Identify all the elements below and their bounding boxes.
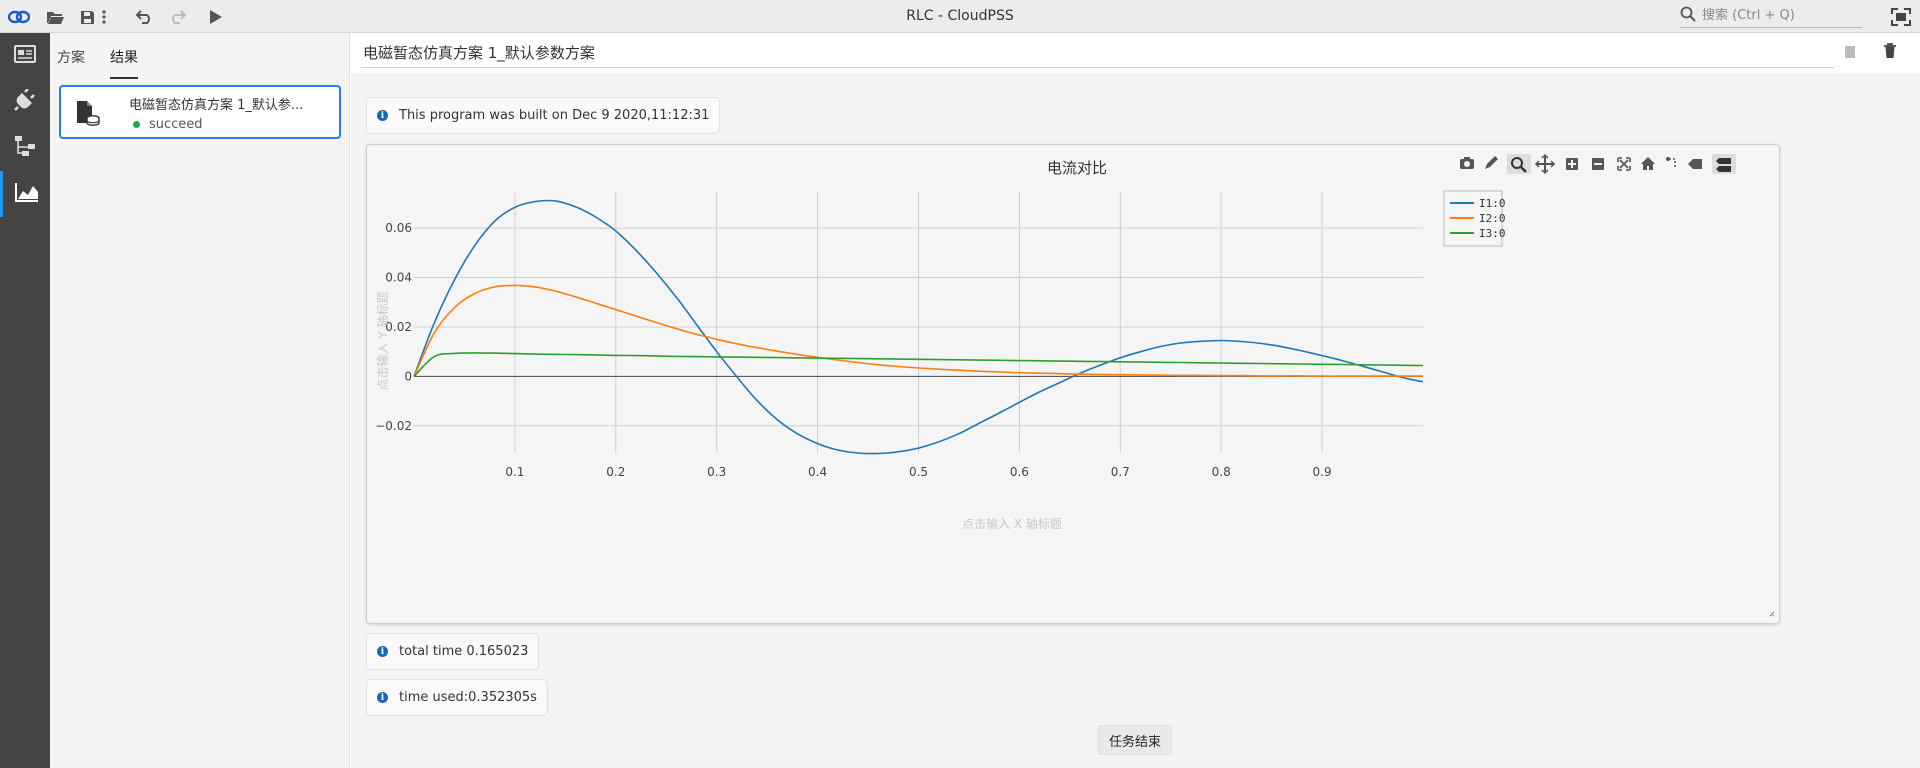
x-tick-label: 0.6 [1010,465,1029,479]
fullscreen-icon[interactable] [1888,4,1914,30]
topology-icon [14,135,36,161]
x-axis-title[interactable]: 点击输入 X 轴标题 [962,516,1062,531]
hover-closest-icon[interactable] [1688,159,1702,169]
legend-label: I3:0 [1479,227,1506,240]
chart-area-icon [14,182,39,206]
legend-label: I1:0 [1479,197,1506,210]
stop-icon[interactable] [1844,44,1856,63]
zoom-icon[interactable] [1511,157,1527,173]
time-used-message: i time used:0.352305s [366,679,548,716]
pencil-icon[interactable] [1485,156,1498,169]
tab-scheme[interactable]: 方案 [57,50,85,66]
link-icon[interactable] [6,4,32,30]
axis-ticks: 0.1 0.2 0.3 0.4 0.5 0.6 0.7 0.8 0.9 −0.02 0 0.02 0.0… [375,221,1331,479]
series-line-I2-0 [413,284,1423,377]
autoscale-icon[interactable] [1617,157,1631,171]
total-time-message: i total time 0.165023 [366,633,540,670]
camera-icon[interactable] [1460,157,1474,169]
undo-icon[interactable] [132,4,158,30]
chart-title[interactable]: 电流对比 [1047,159,1107,177]
search-input[interactable] [1702,8,1852,23]
time-used-text: time used:0.352305s [399,690,537,705]
run-card[interactable]: 电磁暂态仿真方案 1_默认参... succeed [59,85,341,139]
x-tick-label: 0.3 [707,465,726,479]
build-message: i This program was built on Dec 9 2020,1… [366,97,721,134]
series-lines [413,199,1424,455]
total-time-text: total time 0.165023 [399,644,529,659]
search-box[interactable] [1680,4,1862,28]
search-icon [1680,6,1696,26]
result-title[interactable]: 电磁暂态仿真方案 1_默认参数方案 [363,44,595,62]
plot-modebar [1460,153,1736,175]
title-row: 电磁暂态仿真方案 1_默认参数方案 [351,33,1920,73]
y-tick-label: 0.06 [385,221,412,235]
y-axis-title[interactable]: 点击输入 Y 轴标题 [375,292,390,391]
info-icon: i [377,110,388,121]
tab-results[interactable]: 结果 [110,47,138,79]
x-tick-label: 0.1 [505,465,524,479]
info-icon: i [377,646,388,657]
y-tick-label: 0.02 [385,320,412,334]
y-tick-label: 0 [404,369,412,383]
y-tick-label: −0.02 [375,419,412,433]
x-tick-label: 0.8 [1212,465,1231,479]
hover-compare-icon[interactable] [1716,158,1731,172]
more-icon[interactable] [98,4,110,30]
run-icon[interactable] [203,4,229,30]
zoom-out-icon[interactable] [1592,158,1604,170]
build-message-text: This program was built on Dec 9 2020,11:… [399,108,710,123]
left-rail [0,33,50,768]
zoom-active-bg [1507,154,1531,174]
trash-icon[interactable] [1883,43,1897,63]
x-tick-label: 0.4 [808,465,827,479]
x-tick-label: 0.5 [909,465,928,479]
info-icon: i [377,692,388,703]
title-underline [361,67,1834,68]
run-status-text: succeed [149,117,203,132]
rail-topology[interactable] [0,125,50,171]
save-icon[interactable] [74,4,100,30]
overview-icon [14,45,36,67]
pan-icon[interactable] [1534,153,1556,175]
zoom-in-icon[interactable] [1566,158,1578,170]
spike-lines-icon[interactable] [1666,157,1676,169]
app-title: RLC - CloudPSS [906,8,1014,24]
status-dot [133,121,140,128]
folder-open-icon[interactable] [42,4,68,30]
side-panel: 方案 结果 电磁暂态仿真方案 1_默认参... succeed [50,33,350,768]
rail-component[interactable] [0,79,50,125]
run-status: succeed [133,117,203,132]
plug-icon [14,88,36,115]
chart-svg: 电流对比 0.1 0.2 0.3 0.4 0.5 0.6 0.7 0.8 0.9−0.0200.… [375,153,1775,617]
x-tick-label: 0.2 [606,465,625,479]
grid [414,191,1423,453]
rail-overview[interactable] [0,33,50,79]
series-line-I1-0 [413,199,1424,455]
x-tick-label: 0.7 [1111,465,1130,479]
y-tick-label: 0.04 [385,271,412,285]
redo-icon[interactable] [164,4,190,30]
legend-label: I2:0 [1479,212,1506,225]
document-database-icon [71,97,101,127]
resize-handle-icon[interactable] [1769,611,1775,617]
rail-results[interactable] [0,171,50,217]
x-tick-label: 0.9 [1313,465,1332,479]
main-area: 电磁暂态仿真方案 1_默认参数方案 i This program was bui… [351,33,1920,768]
plot-container[interactable]: 电流对比 0.1 0.2 0.3 0.4 0.5 0.6 0.7 0.8 0.9 −0.02 0 0.… [366,144,1780,624]
legend: I1:0 I2:0 I3:0 [1443,190,1506,247]
top-toolbar: RLC - CloudPSS [0,0,1920,33]
run-title: 电磁暂态仿真方案 1_默认参... [129,98,304,113]
series-line-I3-0 [413,352,1424,377]
task-end-button[interactable]: 任务结束 [1098,725,1172,755]
home-icon[interactable] [1641,157,1655,170]
